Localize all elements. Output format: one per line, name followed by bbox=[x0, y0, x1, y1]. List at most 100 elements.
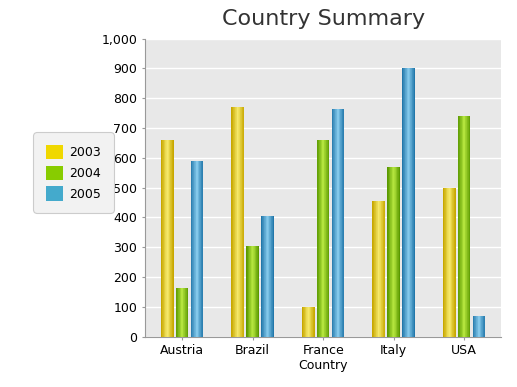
Bar bbox=[254, 246, 255, 337]
Bar bbox=[336, 109, 337, 337]
Bar bbox=[462, 116, 463, 337]
Bar bbox=[408, 68, 409, 337]
Bar bbox=[246, 246, 247, 337]
Bar bbox=[311, 307, 312, 337]
Bar bbox=[180, 288, 181, 337]
Bar bbox=[246, 246, 259, 337]
Bar bbox=[176, 288, 177, 337]
Bar bbox=[392, 167, 393, 337]
Bar bbox=[304, 307, 305, 337]
Bar bbox=[325, 140, 326, 337]
Bar bbox=[264, 216, 265, 337]
Bar bbox=[181, 288, 182, 337]
Bar bbox=[481, 316, 482, 337]
Bar bbox=[482, 316, 483, 337]
Bar bbox=[475, 316, 476, 337]
Bar bbox=[269, 216, 270, 337]
Bar bbox=[458, 116, 459, 337]
Bar bbox=[389, 167, 390, 337]
Bar bbox=[404, 68, 405, 337]
Bar bbox=[183, 288, 184, 337]
Bar bbox=[306, 307, 307, 337]
Bar bbox=[250, 246, 251, 337]
Bar bbox=[265, 216, 266, 337]
Bar bbox=[324, 140, 325, 337]
Bar bbox=[186, 288, 187, 337]
Bar bbox=[413, 68, 414, 337]
Bar bbox=[398, 167, 399, 337]
Bar bbox=[340, 109, 341, 337]
Bar bbox=[171, 140, 172, 337]
Bar bbox=[460, 116, 461, 337]
Bar bbox=[166, 140, 168, 337]
Bar bbox=[191, 161, 192, 337]
Bar bbox=[473, 316, 474, 337]
Bar bbox=[326, 140, 327, 337]
Bar bbox=[235, 107, 236, 337]
Bar bbox=[381, 201, 382, 337]
Bar bbox=[334, 109, 335, 337]
Bar bbox=[195, 161, 196, 337]
Bar bbox=[187, 288, 188, 337]
Bar bbox=[338, 109, 339, 337]
Bar bbox=[448, 188, 449, 337]
Bar bbox=[339, 109, 340, 337]
Bar bbox=[446, 188, 447, 337]
Bar bbox=[308, 307, 309, 337]
Bar bbox=[252, 246, 253, 337]
Bar bbox=[170, 140, 171, 337]
Bar bbox=[182, 288, 183, 337]
Bar bbox=[328, 140, 329, 337]
Bar bbox=[405, 68, 406, 337]
Bar bbox=[372, 201, 373, 337]
Bar bbox=[469, 116, 470, 337]
Bar bbox=[272, 216, 273, 337]
Bar bbox=[163, 140, 164, 337]
X-axis label: Country: Country bbox=[298, 359, 348, 372]
Bar bbox=[342, 109, 343, 337]
Bar bbox=[391, 167, 392, 337]
Bar bbox=[248, 246, 249, 337]
Bar bbox=[169, 140, 170, 337]
Bar bbox=[199, 161, 200, 337]
Bar bbox=[178, 288, 179, 337]
Bar bbox=[238, 107, 239, 337]
Bar bbox=[309, 307, 310, 337]
Bar bbox=[305, 307, 306, 337]
Bar bbox=[484, 316, 485, 337]
Bar bbox=[407, 68, 408, 337]
Bar bbox=[249, 246, 250, 337]
Bar bbox=[242, 107, 243, 337]
Bar bbox=[253, 246, 254, 337]
Title: Country Summary: Country Summary bbox=[222, 9, 424, 29]
Bar bbox=[267, 216, 268, 337]
Bar bbox=[412, 68, 413, 337]
Bar bbox=[317, 140, 318, 337]
Bar bbox=[232, 107, 244, 337]
Bar bbox=[480, 316, 481, 337]
Bar bbox=[198, 161, 199, 337]
Bar bbox=[387, 167, 400, 337]
Bar bbox=[375, 201, 376, 337]
Bar bbox=[317, 140, 329, 337]
Bar bbox=[261, 216, 262, 337]
Bar bbox=[202, 161, 203, 337]
Bar bbox=[372, 201, 385, 337]
Bar bbox=[395, 167, 396, 337]
Bar bbox=[331, 109, 332, 337]
Bar bbox=[458, 116, 470, 337]
Bar bbox=[251, 246, 252, 337]
Bar bbox=[478, 316, 479, 337]
Bar bbox=[232, 107, 233, 337]
Bar bbox=[449, 188, 450, 337]
Bar bbox=[399, 167, 400, 337]
Bar bbox=[191, 161, 203, 337]
Bar bbox=[176, 288, 189, 337]
Bar bbox=[247, 246, 248, 337]
Bar bbox=[479, 316, 480, 337]
Bar bbox=[379, 201, 380, 337]
Bar bbox=[256, 246, 257, 337]
Bar bbox=[196, 161, 197, 337]
Bar bbox=[321, 140, 322, 337]
Bar bbox=[161, 140, 162, 337]
